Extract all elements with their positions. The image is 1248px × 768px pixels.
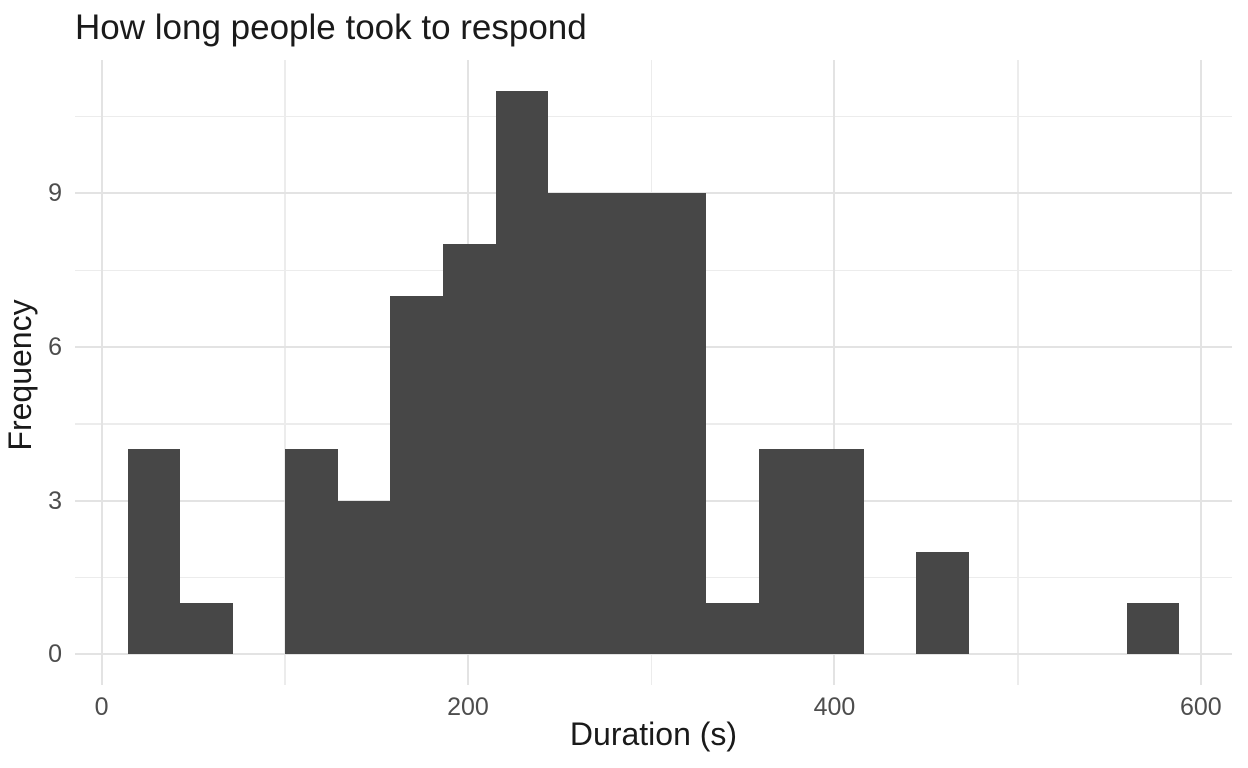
histogram-bar xyxy=(758,449,812,655)
minor-gridline xyxy=(284,60,286,685)
major-gridline xyxy=(833,60,836,685)
histogram-bar xyxy=(180,603,233,655)
y-tick-label: 0 xyxy=(48,640,62,669)
y-tick-label: 6 xyxy=(48,332,62,361)
histogram-bar xyxy=(653,193,706,655)
x-tick-label: 400 xyxy=(813,693,856,721)
y-tick-label: 9 xyxy=(48,179,62,208)
histogram-bar xyxy=(495,90,549,655)
histogram-bar xyxy=(916,551,969,655)
y-axis-title: Frequency xyxy=(2,299,38,451)
histogram-bar xyxy=(1126,603,1180,655)
histogram-bar xyxy=(811,449,864,655)
y-tick-label: 3 xyxy=(48,486,62,515)
histogram-bar xyxy=(705,603,759,655)
histogram-bar xyxy=(600,193,654,655)
minor-gridline xyxy=(75,115,1232,118)
histogram-bar xyxy=(337,500,391,655)
histogram-bar xyxy=(390,295,444,655)
x-tick-label: 200 xyxy=(447,693,489,721)
major-gridline xyxy=(100,60,103,685)
histogram-bar xyxy=(285,449,338,655)
x-tick-label: 600 xyxy=(1179,693,1222,721)
histogram-bar xyxy=(548,193,601,655)
major-gridline xyxy=(75,653,1232,656)
minor-gridline xyxy=(1017,60,1019,685)
x-tick-label: 0 xyxy=(94,693,109,721)
x-axis-title: Duration (s) xyxy=(569,716,738,752)
major-gridline xyxy=(1199,60,1202,685)
histogram-bar xyxy=(443,244,496,655)
histogram-bar xyxy=(127,449,181,655)
chart-title: How long people took to respond xyxy=(75,8,587,47)
